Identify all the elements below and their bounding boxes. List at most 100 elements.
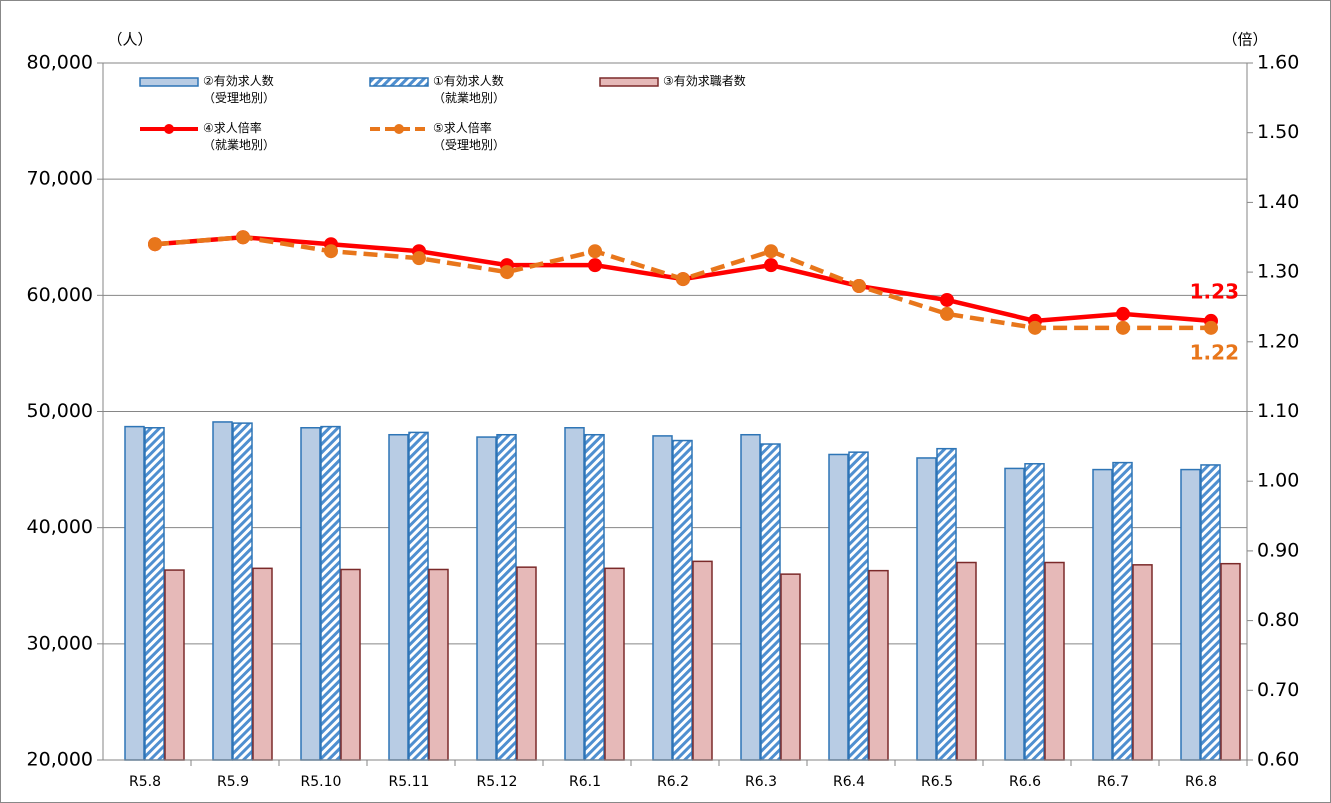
line-marker	[940, 292, 954, 307]
line-marker	[1204, 320, 1218, 335]
y-tick-label: 60,000	[27, 284, 93, 306]
bar	[604, 567, 625, 761]
bar	[476, 436, 497, 761]
y2-tick-label: 0.80	[1257, 609, 1299, 631]
y-tick-label: 70,000	[27, 168, 93, 190]
x-tick-label: R6.4	[833, 774, 865, 790]
line-marker	[852, 279, 866, 294]
bar	[828, 453, 849, 761]
bar	[516, 566, 537, 761]
bar	[1220, 562, 1241, 761]
line-marker	[764, 258, 778, 273]
end-label: 1.23	[1190, 279, 1239, 303]
bar	[340, 568, 361, 761]
bar	[760, 443, 781, 761]
y-tick-label: 80,000	[27, 52, 93, 74]
y2-tick-label: 1.10	[1257, 400, 1299, 422]
legend-marker	[164, 124, 174, 134]
legend-label: ②有効求人数 （受理地別）	[203, 74, 276, 105]
line-marker	[1116, 306, 1130, 321]
bar	[232, 422, 253, 761]
bar	[144, 427, 165, 761]
legend-swatch	[599, 77, 659, 87]
bar	[868, 569, 889, 761]
x-tick-label: R6.1	[569, 774, 601, 790]
x-tick-label: R6.7	[1097, 774, 1129, 790]
y-tick-label: 50,000	[27, 400, 93, 422]
line-marker	[412, 251, 426, 266]
y2-tick-label: 0.70	[1257, 679, 1299, 701]
line-marker	[500, 265, 514, 280]
end-label: 1.22	[1190, 340, 1239, 364]
bar	[320, 425, 341, 761]
y2-tick-label: 0.60	[1257, 749, 1299, 771]
line-marker	[588, 244, 602, 259]
y2-axis-label: （倍）	[1222, 31, 1267, 49]
line-marker	[676, 272, 690, 287]
line-marker	[324, 244, 338, 259]
bar	[564, 427, 585, 761]
x-tick-label: R6.2	[657, 774, 689, 790]
bar	[956, 561, 977, 761]
y2-tick-label: 1.50	[1257, 121, 1299, 143]
x-tick-label: R5.10	[301, 774, 342, 790]
y-tick-label: 30,000	[27, 632, 93, 654]
bar	[672, 439, 693, 761]
bar	[848, 451, 869, 761]
bar	[916, 457, 937, 761]
bar	[652, 435, 673, 761]
bar	[252, 567, 273, 761]
line-marker	[764, 244, 778, 259]
legend-label: ③有効求職者数	[663, 74, 746, 88]
bar	[692, 560, 713, 761]
line-marker	[148, 237, 162, 252]
y-axis-label: （人）	[107, 31, 152, 49]
bar	[408, 431, 429, 761]
bar	[584, 433, 605, 761]
line-marker	[588, 258, 602, 273]
x-tick-label: R6.6	[1009, 774, 1041, 790]
line-marker	[236, 230, 250, 245]
bar	[1200, 464, 1221, 761]
bar	[1004, 467, 1025, 761]
bar	[212, 421, 233, 761]
bar	[164, 569, 185, 761]
y2-tick-label: 1.20	[1257, 330, 1299, 352]
bar	[1132, 564, 1153, 761]
x-tick-label: R5.11	[389, 774, 430, 790]
legend-label: ⑤求人倍率 （受理地別）	[433, 121, 506, 152]
legend-swatch	[369, 77, 429, 87]
bar	[388, 433, 409, 761]
legend-marker	[394, 124, 404, 134]
bar	[496, 433, 517, 761]
bar	[936, 447, 957, 761]
x-tick-label: R6.3	[745, 774, 777, 790]
bar	[124, 425, 145, 761]
bar	[1180, 468, 1201, 761]
bar	[1092, 468, 1113, 761]
x-tick-label: R5.9	[217, 774, 249, 790]
x-tick-label: R6.5	[921, 774, 953, 790]
bar	[1024, 463, 1045, 761]
legend-swatch	[139, 77, 199, 87]
y2-tick-label: 1.30	[1257, 261, 1299, 283]
y2-tick-label: 0.90	[1257, 539, 1299, 561]
x-tick-label: R5.8	[129, 774, 161, 790]
line-marker	[940, 306, 954, 321]
y2-tick-label: 1.00	[1257, 470, 1299, 492]
line-marker	[1028, 320, 1042, 335]
line-marker	[1116, 320, 1130, 335]
bar	[1044, 561, 1065, 761]
legend-label: ④求人倍率 （就業地別）	[203, 121, 276, 152]
bar	[740, 433, 761, 761]
x-tick-label: R6.8	[1185, 774, 1217, 790]
y-tick-label: 20,000	[27, 749, 93, 771]
bar	[1112, 461, 1133, 761]
legend-label: ①有効求人数 （就業地別）	[433, 74, 506, 105]
bar	[300, 427, 321, 761]
bar	[780, 573, 801, 761]
y2-tick-label: 1.40	[1257, 191, 1299, 213]
x-tick-label: R5.12	[477, 774, 518, 790]
